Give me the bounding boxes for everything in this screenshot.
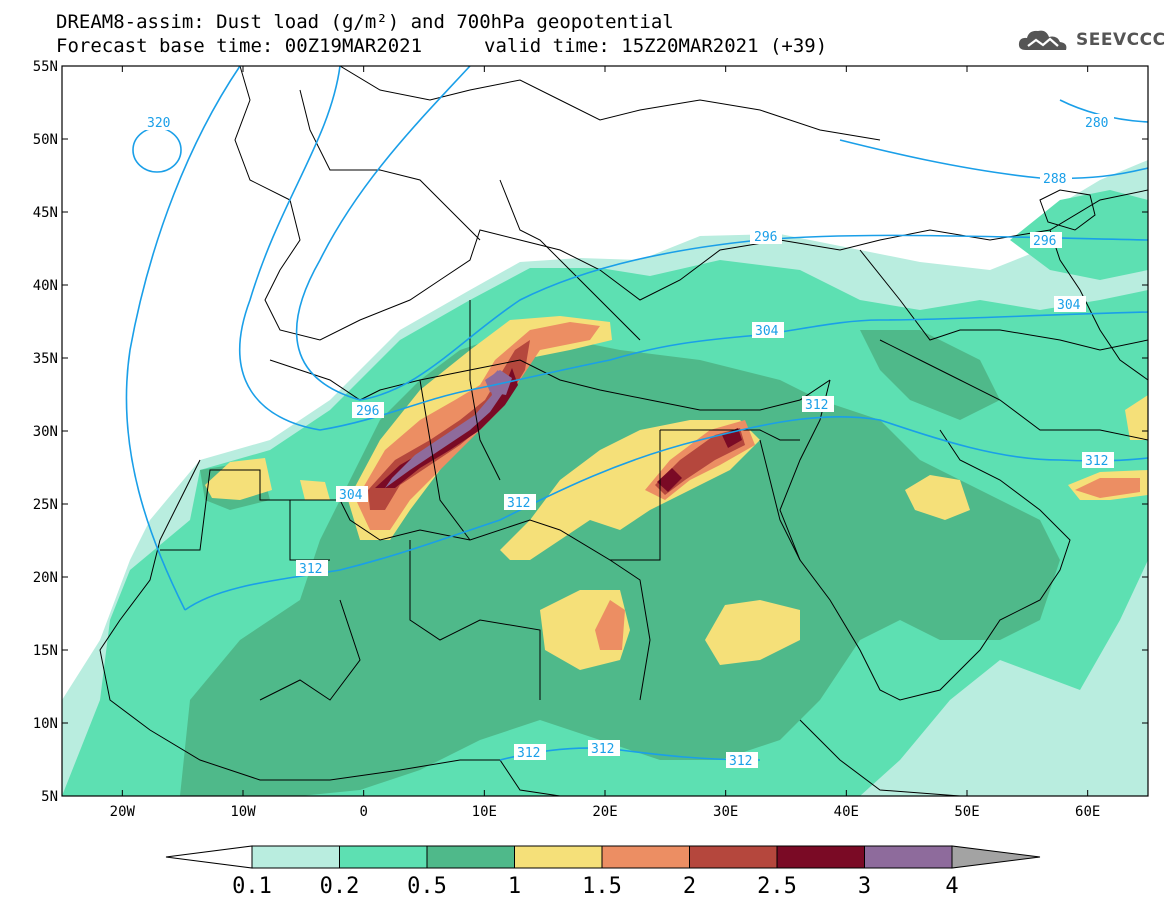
lat-label: 10N (33, 716, 58, 732)
contour-label-312: 312 (507, 496, 530, 511)
longitude-axis: 20W 10W 0 10E 20E 30E 40E 50E 60E (110, 66, 1100, 820)
lon-label: 20E (592, 804, 617, 820)
contour-label-296: 296 (356, 404, 379, 419)
colorbar-label: 3 (858, 874, 871, 899)
lat-label: 35N (33, 351, 58, 367)
contour-label-304-east: 304 (755, 324, 779, 339)
contour-label-304-far: 304 (1057, 298, 1081, 313)
contour-296-line (295, 66, 1148, 401)
lat-label: 30N (33, 424, 58, 440)
lat-label: 50N (33, 132, 58, 148)
contour-label-312-south: 312 (517, 746, 540, 761)
lon-label: 10W (230, 804, 256, 820)
colorbar-label: 0.5 (407, 874, 447, 899)
coastlines (99, 66, 1148, 796)
valid-time-label: valid time: 15Z20MAR2021 (+39) (484, 35, 828, 57)
contour-label-296-east: 296 (754, 230, 777, 245)
colorbar-over-arrow (951, 845, 1041, 869)
contour-label-312-west: 312 (299, 562, 322, 577)
colorbar-label: 2 (683, 874, 696, 899)
contour-label-280: 280 (1085, 116, 1108, 131)
contour-label-312-far: 312 (1085, 454, 1108, 469)
contour-label-304: 304 (339, 488, 363, 503)
lat-label: 45N (33, 205, 58, 221)
colorbar-swatch (426, 845, 515, 869)
colorbar-label: 1.5 (582, 874, 622, 899)
colorbar-swatch (689, 845, 778, 869)
contour-label-320: 320 (147, 116, 170, 131)
logo-text: SEEVCCC (1076, 30, 1165, 50)
contour-312-west-line (125, 66, 241, 611)
lon-label: 50E (954, 804, 979, 820)
lat-label: 15N (33, 643, 58, 659)
lat-label: 40N (33, 278, 58, 294)
contour-labels: 320 296 296 296 304 304 304 312 312 312 … (144, 114, 1114, 769)
contour-288-line (839, 139, 1148, 180)
colorbar-swatch (776, 845, 865, 869)
cloud-logo-icon (1018, 30, 1067, 50)
colorbar-swatch (601, 845, 690, 869)
latitude-axis: 55N 50N 45N 40N 35N 30N 25N 20N 15N 10N 5N (33, 59, 1148, 805)
colorbar-swatch (514, 845, 603, 869)
lat-label: 20N (33, 570, 58, 586)
colorbar-swatch (864, 845, 953, 869)
map-title: DREAM8-assim: Dust load (g/m²) and 700hP… (56, 11, 674, 33)
colorbar-label: 4 (945, 874, 958, 899)
colorbar-label: 0.1 (232, 874, 272, 899)
lat-label: 5N (41, 789, 58, 805)
geopotential-contours (125, 66, 1148, 761)
seevccc-logo: SEEVCCC (1016, 26, 1165, 54)
contour-label-296-far: 296 (1033, 234, 1056, 249)
dust-load-field (62, 160, 1148, 796)
lat-label: 55N (33, 59, 58, 75)
lon-label: 60E (1075, 804, 1100, 820)
lon-label: 0 (359, 804, 367, 820)
colorbar-label: 2.5 (757, 874, 797, 899)
colorbar-swatch (251, 845, 340, 869)
contour-label-312-south-b: 312 (591, 742, 614, 757)
colorbar: 0.1 0.2 0.5 1 1.5 2 2.5 3 4 (165, 845, 1041, 899)
contour-312-line (184, 415, 1148, 611)
contour-label-312-south-c: 312 (729, 754, 752, 769)
map-area: 320 296 296 296 304 304 304 312 312 312 … (62, 66, 1148, 796)
contour-label-312-east: 312 (805, 398, 828, 413)
colorbar-label: 1 (508, 874, 521, 899)
base-time-label: Forecast base time: 00Z19MAR2021 (56, 35, 423, 57)
colorbar-under-arrow (165, 845, 253, 869)
contour-304-line (239, 66, 1148, 431)
lat-label: 25N (33, 497, 58, 513)
colorbar-label: 0.2 (320, 874, 360, 899)
lon-label: 40E (834, 804, 859, 820)
lon-label: 10E (472, 804, 497, 820)
lon-label: 30E (713, 804, 738, 820)
colorbar-swatch (339, 845, 428, 869)
contour-label-288: 288 (1043, 172, 1066, 187)
lon-label: 20W (110, 804, 136, 820)
